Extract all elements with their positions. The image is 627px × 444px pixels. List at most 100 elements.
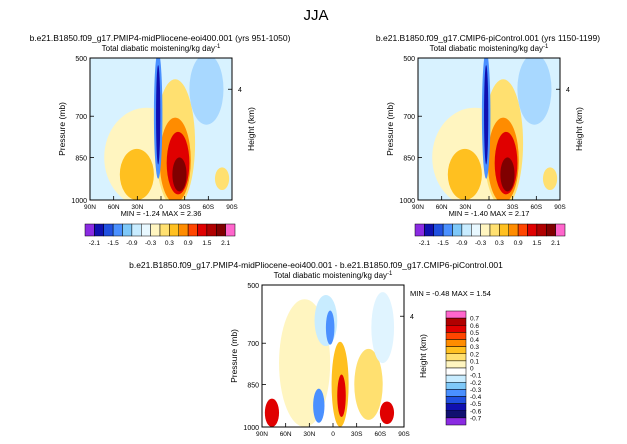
- y-tick-label: 1000: [399, 198, 415, 205]
- x-tick-label: 60S: [375, 431, 387, 438]
- panel-run-title: b.e21.B1850.f09_g17.PMIP4-midPliocene-eo…: [129, 260, 503, 270]
- colorbar-swatch: [546, 223, 556, 237]
- colorbar-label: -1.5: [108, 240, 120, 247]
- contour-positive-south-pole: [379, 401, 395, 425]
- x-tick-label: 90S: [554, 204, 566, 211]
- contour-max-positive: [500, 157, 515, 192]
- y-tick-label: 500: [247, 283, 259, 290]
- x-tick-label: 30N: [459, 204, 471, 211]
- colorbar-swatch: [122, 223, 133, 237]
- x-tick-label: 30S: [507, 204, 519, 211]
- colorbar-swatch: [452, 223, 463, 237]
- contour-positive-south: [542, 167, 558, 191]
- colorbar-swatch: [150, 223, 161, 237]
- contour-weak-negative-south: [517, 58, 552, 125]
- y-tick-label: 1000: [243, 425, 259, 432]
- colorbar-swatch: [508, 223, 519, 237]
- colorbar-swatch: [206, 223, 217, 237]
- colorbar-swatch: [445, 382, 467, 390]
- colorbar-label: 0.2: [470, 351, 479, 358]
- panel-variable-title: Total diabatic moistening/kg day-1: [430, 44, 549, 53]
- colorbar-label: -0.1: [470, 373, 482, 380]
- y2-tick-label: 4: [238, 87, 242, 94]
- x-tick-label: 60N: [436, 204, 448, 211]
- contour-positive-south: [214, 167, 230, 191]
- colorbar-label: -0.9: [456, 240, 468, 247]
- y-tick-label: 700: [247, 341, 259, 348]
- x-tick-label: 90N: [256, 431, 268, 438]
- y-axis-label: Pressure (mb): [229, 329, 239, 383]
- x-tick-label: 60N: [108, 204, 120, 211]
- colorbar-swatch: [225, 223, 236, 237]
- colorbar-label: 0.4: [470, 337, 479, 344]
- colorbar-label: -2.1: [419, 240, 431, 247]
- y2-axis-label: Height (km): [418, 334, 428, 378]
- colorbar-swatch: [445, 396, 467, 404]
- colorbar-swatch: [480, 223, 491, 237]
- colorbar-swatch: [445, 339, 467, 347]
- y-tick-label: 500: [403, 56, 415, 63]
- colorbar-swatch: [489, 223, 500, 237]
- colorbar-label: 2.1: [551, 240, 560, 247]
- colorbar-label: 0.7: [470, 316, 479, 323]
- colorbar-diff: 0.70.60.50.40.30.20.10-0.1-0.2-0.3-0.4-0…: [445, 310, 482, 426]
- colorbar-swatch: [499, 223, 509, 237]
- colorbar-swatch: [445, 353, 467, 362]
- colorbar-label: 0.6: [470, 323, 479, 330]
- colorbar-swatch: [445, 367, 467, 376]
- x-tick-label: 60S: [203, 204, 215, 211]
- colorbar-label: 1.5: [202, 240, 211, 247]
- panel-diff: b.e21.B1850.f09_g17.PMIP4-midPliocene-eo…: [129, 260, 503, 438]
- x-tick-label: 90S: [398, 431, 410, 438]
- colorbar-swatch: [131, 223, 142, 237]
- colorbar-label: 0.3: [470, 344, 479, 351]
- contour-weak-negative-south: [189, 58, 224, 125]
- y-tick-label: 1000: [71, 198, 87, 205]
- y-axis-label: Pressure (mb): [57, 102, 67, 156]
- colorbar-label: -0.7: [470, 415, 482, 422]
- x-tick-label: 0: [487, 204, 491, 211]
- colorbar-label: -0.3: [470, 387, 482, 394]
- colorbar-label: -0.6: [470, 408, 482, 415]
- y-axis-label: Pressure (mb): [385, 102, 395, 156]
- colorbar-label: 0.1: [470, 358, 479, 365]
- colorbar-swatch: [141, 223, 151, 237]
- colorbar-label: 0.3: [165, 240, 174, 247]
- colorbar-swatch: [445, 410, 467, 419]
- contour-positive-north: [119, 148, 154, 200]
- panel-right: b.e21.B1850.f09_g17.CMIP6-piControl.001 …: [376, 33, 600, 218]
- colorbar-left: -2.1 -1.5 -0.9 -0.3 0.3 0.9 1.5 2.1: [84, 223, 236, 247]
- y2-tick-label: 4: [566, 87, 570, 94]
- contour-weak-negative-south: [371, 292, 395, 364]
- colorbar-swatch: [445, 417, 467, 426]
- colorbar-swatch: [187, 223, 198, 237]
- colorbar-swatch: [178, 223, 189, 237]
- colorbar-swatch: [169, 223, 179, 237]
- contour-negative-surface: [313, 388, 325, 423]
- colorbar-swatch: [159, 223, 170, 237]
- x-tick-label: 60N: [280, 431, 292, 438]
- colorbar-swatch: [445, 346, 467, 354]
- panel-left: b.e21.B1850.f09_g17.PMIP4-midPliocene-eo…: [30, 33, 291, 218]
- y2-tick-label: 4: [410, 314, 414, 321]
- contour-strong-negative: [484, 65, 489, 165]
- colorbar-label: 1.5: [532, 240, 541, 247]
- colorbar-swatch: [445, 360, 467, 369]
- panel-variable-title: Total diabatic moistening/kg day-1: [102, 44, 221, 53]
- contour-max-positive: [172, 157, 187, 192]
- panel-run-title: b.e21.B1850.f09_g17.CMIP6-piControl.001 …: [376, 33, 600, 43]
- field-contours: [262, 285, 404, 427]
- colorbar-right: -2.1 -1.5 -0.9 -0.3 0.3 0.9 1.5 2.1: [414, 223, 566, 247]
- colorbar-swatch: [445, 403, 467, 411]
- x-tick-label: 30S: [179, 204, 191, 211]
- colorbar-label: -0.4: [470, 394, 482, 401]
- colorbar-swatch: [433, 223, 444, 237]
- contour-negative-equator: [325, 310, 335, 345]
- colorbar-swatch: [216, 223, 226, 237]
- panel-stats: MIN = -0.48 MAX = 1.54: [410, 289, 491, 298]
- contour-strong-negative: [156, 65, 161, 165]
- colorbar-label: -0.5: [470, 401, 482, 408]
- colorbar-swatch: [94, 223, 104, 237]
- colorbar-label: 0.5: [470, 330, 479, 337]
- y-tick-label: 850: [403, 155, 415, 162]
